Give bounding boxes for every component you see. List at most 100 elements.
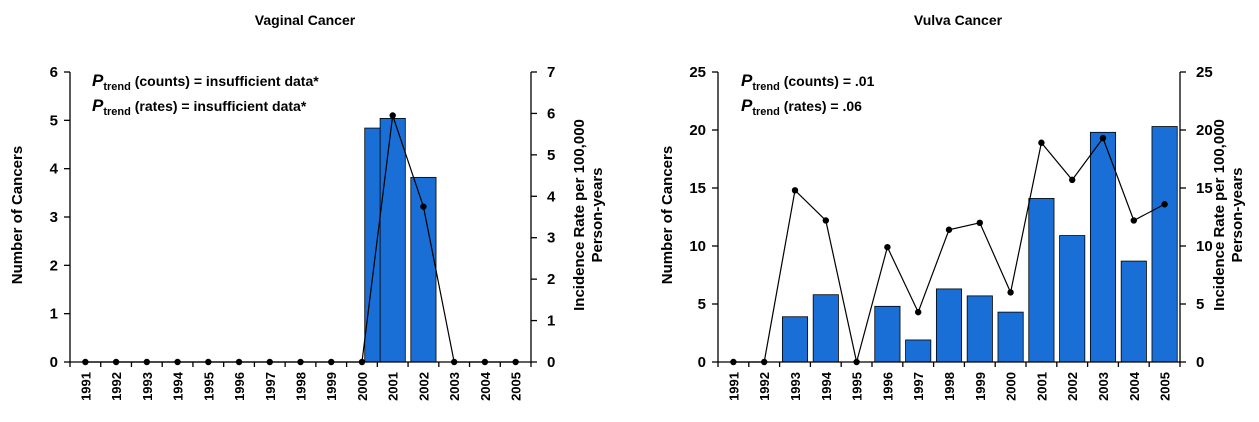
- annotation-sub: trend: [103, 81, 131, 93]
- y-tick-label: 20: [689, 122, 706, 139]
- rate-point: [450, 358, 458, 366]
- vulva-cancer-panel: Vulva Cancer Ptrend (counts) = .01 Ptren…: [659, 12, 1246, 401]
- rate-point: [174, 358, 181, 366]
- rate-point: [143, 358, 151, 366]
- annotation-counts: Ptrend (counts) = .01: [741, 71, 875, 93]
- annotation-text: (counts) = .01: [780, 73, 875, 89]
- bar: [1059, 235, 1086, 363]
- x-tick-label: 1992: [757, 372, 772, 401]
- y-tick-label: 6: [50, 64, 58, 81]
- y2-tick-label: 3: [547, 230, 555, 247]
- y-tick-label: 25: [689, 64, 706, 81]
- chart-title: Vulva Cancer: [914, 12, 1003, 28]
- rate-point: [1130, 217, 1138, 224]
- bar: [935, 288, 963, 363]
- x-tick-label: 1996: [232, 372, 247, 401]
- rate-point: [266, 358, 273, 366]
- rate-point: [481, 358, 489, 366]
- rate-point: [112, 358, 120, 366]
- x-tick-label: 2000: [355, 372, 370, 401]
- rate-point: [512, 358, 519, 366]
- bar: [379, 118, 406, 363]
- rate-point: [358, 358, 366, 366]
- x-tick-label: 2005: [1158, 372, 1173, 401]
- x-tick-label: 1993: [788, 372, 803, 401]
- y2-axis-label-line2: Person-years: [1229, 167, 1246, 262]
- x-tick-label: 2002: [416, 372, 431, 401]
- annotation-text: (rates) = insufficient data*: [131, 98, 307, 114]
- y2-axis-label-line2: Person-years: [589, 167, 606, 262]
- plot-area: 0 1 2 3 4 5 6 0 1 2 3 4 5 6 7 1991 1992 1993 1994 1995 1996 1…: [50, 64, 556, 401]
- rate-point: [1007, 289, 1014, 296]
- rate-point: [915, 308, 922, 316]
- y-axis-label: Number of Cancers: [659, 146, 676, 284]
- x-tick-label: 1992: [109, 372, 124, 401]
- y2-tick-label: 4: [547, 188, 556, 205]
- rate-point: [822, 217, 829, 224]
- y-tick-label: 0: [698, 354, 706, 371]
- y2-tick-label: 7: [547, 64, 555, 81]
- bar: [905, 339, 932, 363]
- y2-axis-label-line1: Incidence Rate per 100,000: [1211, 119, 1228, 311]
- x-tick-label: 2001: [1034, 372, 1049, 401]
- y-axis-label: Number of Cancers: [9, 146, 26, 284]
- y2-tick-label: 6: [547, 105, 555, 122]
- plot-area: 0 5 10 15 20 25 0 5 10 15 20 25 1991 1992 1993 1994 1995…: [689, 64, 1212, 401]
- y-tick-label: 5: [698, 296, 706, 313]
- bar: [1151, 126, 1178, 363]
- annotation-text: (counts) = insufficient data*: [131, 73, 319, 89]
- chart-title: Vaginal Cancer: [255, 12, 356, 28]
- y2-tick-label: 0: [1196, 354, 1204, 371]
- x-tick-label: 1994: [819, 371, 834, 401]
- bar: [812, 294, 839, 363]
- rate-point: [389, 112, 396, 119]
- x-tick-label: 1994: [171, 371, 186, 401]
- rate-point: [420, 203, 427, 210]
- annotation-p: P: [92, 71, 104, 90]
- annotation-p: P: [92, 96, 104, 115]
- x-tick-label: 2000: [1004, 372, 1019, 401]
- annotation-text: (rates) = .06: [780, 98, 862, 114]
- y2-axis-label-line1: Incidence Rate per 100,000: [571, 119, 588, 311]
- bar: [874, 305, 901, 363]
- bar: [1120, 260, 1147, 363]
- rate-point: [1099, 134, 1107, 142]
- y2-tick-label: 1: [547, 313, 555, 330]
- x-tick-label: 1993: [140, 372, 155, 401]
- rate-point: [297, 358, 304, 366]
- rate-point: [1038, 139, 1045, 146]
- x-tick-label: 1996: [880, 372, 895, 401]
- annotation-counts: Ptrend (counts) = insufficient data*: [92, 71, 319, 93]
- rate-point: [945, 226, 953, 233]
- x-tick-label: 2004: [1127, 371, 1142, 401]
- y2-tick-label: 20: [1196, 122, 1213, 139]
- rate-point: [205, 358, 212, 366]
- x-tick-label: 1998: [942, 372, 957, 401]
- y-tick-label: 10: [689, 238, 706, 255]
- annotation-sub: trend: [752, 81, 780, 93]
- annotation-rates: Ptrend (rates) = .06: [741, 96, 862, 118]
- rate-point: [853, 358, 860, 366]
- x-tick-label: 2004: [478, 371, 493, 401]
- x-tick-label: 1995: [201, 372, 216, 401]
- y-tick-label: 1: [50, 306, 58, 323]
- annotation-sub: trend: [103, 106, 131, 118]
- x-tick-label: 1998: [294, 372, 309, 401]
- rate-point: [791, 187, 799, 194]
- rate-point: [235, 358, 243, 366]
- x-tick-label: 1991: [726, 372, 741, 401]
- bar: [997, 311, 1024, 363]
- vaginal-cancer-panel: Vaginal Cancer Ptrend (counts) = insuffi…: [9, 12, 606, 401]
- x-tick-label: 1999: [973, 372, 988, 401]
- y2-tick-label: 5: [1196, 296, 1204, 313]
- annotation-rates: Ptrend (rates) = insufficient data*: [92, 96, 307, 118]
- x-tick-label: 2003: [447, 372, 462, 401]
- y-tick-label: 3: [50, 209, 58, 226]
- annotation-p: P: [741, 96, 753, 115]
- rate-point: [1161, 201, 1168, 208]
- y2-tick-label: 0: [547, 354, 555, 371]
- bar: [1089, 131, 1117, 363]
- y-tick-label: 5: [50, 112, 58, 129]
- rate-point: [976, 219, 983, 226]
